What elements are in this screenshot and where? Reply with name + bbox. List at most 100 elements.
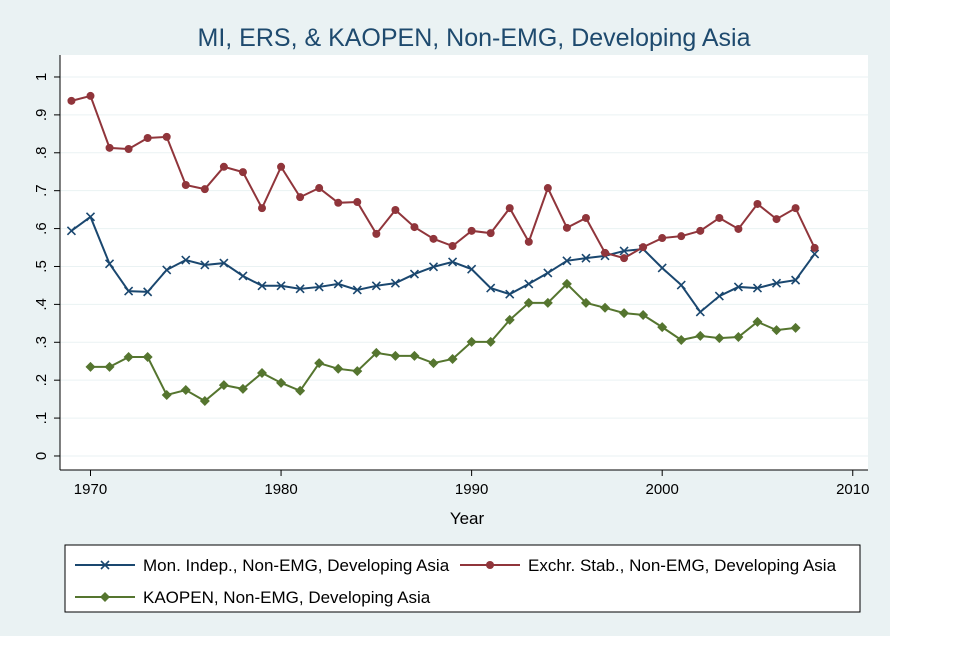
marker — [86, 91, 95, 100]
marker — [714, 333, 725, 344]
marker — [314, 358, 325, 369]
marker — [371, 347, 382, 358]
marker — [448, 257, 458, 267]
marker — [638, 309, 649, 320]
x-tick-label: 1970 — [74, 481, 107, 498]
marker — [790, 322, 801, 333]
marker — [677, 232, 686, 241]
marker — [601, 248, 610, 257]
marker — [676, 335, 687, 346]
marker — [486, 561, 494, 569]
marker — [791, 275, 801, 285]
y-tick-label: .3 — [33, 336, 50, 349]
marker — [466, 336, 477, 347]
marker — [543, 184, 552, 193]
marker — [428, 358, 439, 369]
marker — [67, 96, 76, 105]
marker — [219, 162, 228, 171]
legend-label: KAOPEN, Non-EMG, Developing Asia — [143, 588, 431, 607]
legend-label: Exchr. Stab., Non-EMG, Developing Asia — [528, 556, 837, 575]
marker — [200, 185, 209, 194]
marker — [237, 383, 248, 394]
marker — [180, 385, 191, 396]
marker — [486, 229, 495, 238]
marker — [620, 254, 629, 263]
marker — [791, 204, 800, 213]
marker — [409, 350, 420, 361]
marker — [314, 282, 324, 292]
marker — [218, 380, 229, 391]
marker — [486, 283, 496, 293]
marker — [391, 206, 400, 215]
marker — [772, 215, 781, 224]
marker — [352, 366, 363, 377]
x-tick-label: 2010 — [836, 481, 869, 498]
marker — [562, 223, 571, 232]
marker — [524, 279, 534, 289]
chart-title: MI, ERS, & KAOPEN, Non-EMG, Developing A… — [198, 24, 751, 52]
marker — [219, 258, 229, 268]
legend-item: Exchr. Stab., Non-EMG, Developing Asia — [460, 556, 837, 575]
y-tick-label: .4 — [33, 298, 50, 311]
marker — [523, 297, 534, 308]
series-line — [90, 282, 796, 403]
marker — [733, 331, 744, 342]
marker — [257, 367, 267, 378]
marker — [657, 322, 668, 333]
marker — [295, 385, 306, 396]
marker — [543, 268, 553, 278]
marker — [752, 316, 763, 327]
marker — [390, 350, 401, 361]
y-tick-label: .9 — [33, 109, 50, 122]
marker — [390, 278, 400, 288]
legend — [64, 544, 861, 613]
legend-label: Mon. Indep., Non-EMG, Developing Asia — [143, 556, 450, 575]
marker — [561, 278, 572, 289]
marker — [296, 193, 305, 202]
marker — [428, 262, 439, 272]
marker — [277, 162, 286, 171]
x-tick-label: 2000 — [646, 481, 679, 498]
marker — [315, 184, 324, 193]
marker — [753, 199, 762, 208]
y-tick-label: 1 — [33, 73, 50, 81]
marker — [161, 389, 172, 400]
y-tick-label: 0 — [33, 452, 50, 460]
marker — [429, 234, 438, 243]
marker — [504, 314, 515, 325]
x-axis-label: Year — [450, 509, 485, 528]
marker — [410, 223, 419, 232]
marker — [715, 213, 724, 222]
series-line — [71, 94, 816, 260]
marker — [542, 297, 553, 308]
marker — [123, 352, 134, 363]
marker — [143, 134, 152, 142]
marker — [295, 284, 305, 294]
marker — [752, 283, 763, 293]
marker — [409, 269, 420, 279]
marker — [276, 281, 286, 291]
marker — [639, 243, 648, 252]
y-tick-label: .5 — [33, 260, 50, 273]
marker — [580, 297, 591, 308]
marker — [467, 264, 477, 274]
y-tick-label: .6 — [33, 222, 50, 235]
marker — [162, 132, 171, 141]
marker — [771, 325, 782, 336]
marker — [734, 224, 743, 233]
marker — [85, 361, 96, 372]
marker — [505, 204, 514, 213]
marker — [485, 336, 496, 347]
marker — [695, 307, 705, 317]
marker — [181, 180, 190, 189]
marker — [810, 243, 819, 252]
marker — [66, 226, 76, 236]
x-tick-label: 1990 — [455, 481, 488, 498]
marker — [276, 377, 287, 388]
y-tick-label: .8 — [33, 147, 50, 160]
marker — [714, 291, 724, 301]
marker — [124, 144, 133, 153]
marker — [505, 289, 515, 299]
marker — [100, 592, 110, 602]
